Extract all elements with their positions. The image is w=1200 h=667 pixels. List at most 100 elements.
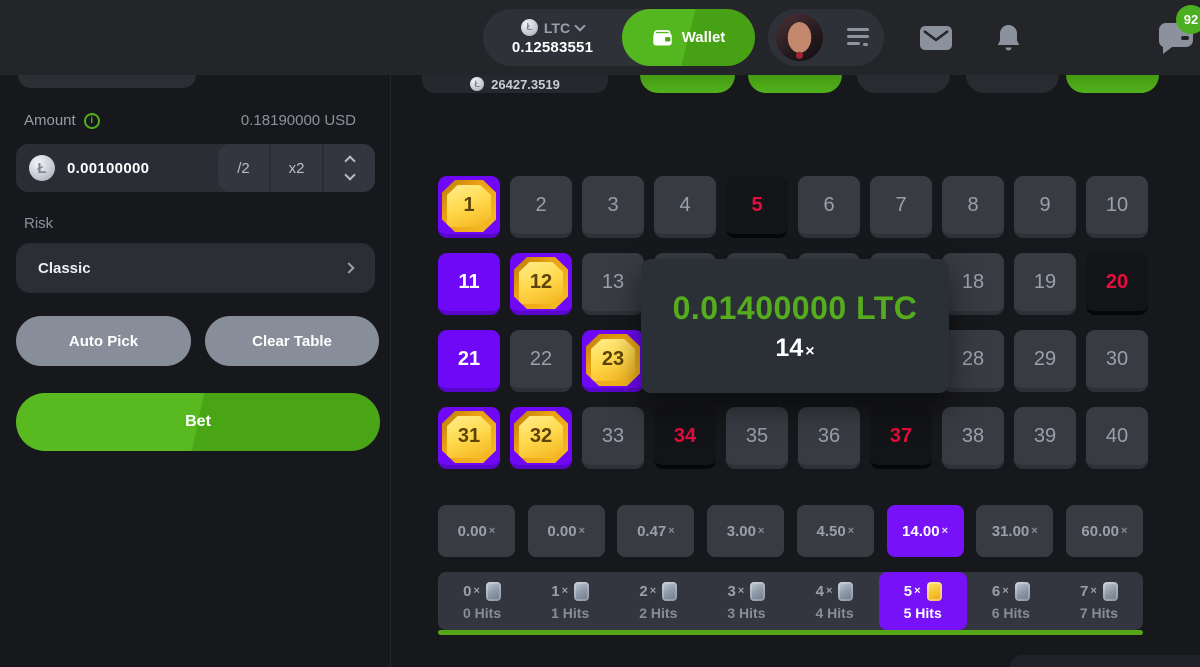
- keno-tile-1[interactable]: 1: [438, 176, 500, 238]
- gold-gem-icon: [586, 334, 640, 386]
- keno-tile-22[interactable]: 22: [510, 330, 572, 392]
- gold-gem-icon: [926, 581, 942, 601]
- win-multiplier: 14 ×: [775, 333, 815, 362]
- risk-value: Classic: [38, 259, 91, 277]
- top-partial-button-2[interactable]: [748, 75, 842, 93]
- currency-selector[interactable]: LTC 0.12583551: [483, 9, 622, 66]
- keno-tile-33[interactable]: 33: [582, 407, 644, 469]
- keno-tile-19[interactable]: 19: [1014, 253, 1076, 315]
- currency-wallet-group: LTC 0.12583551 Wallet: [483, 9, 755, 66]
- keno-tile-10[interactable]: 10: [1086, 176, 1148, 238]
- payout-cell-6: 31.00 ×: [976, 505, 1054, 557]
- risk-label: Risk: [24, 215, 54, 232]
- keno-tile-7[interactable]: 7: [870, 176, 932, 238]
- hits-cell-4: 4 × 4 Hits: [791, 572, 879, 630]
- hits-count-row: 3 ×: [728, 581, 766, 601]
- keno-tile-30[interactable]: 30: [1086, 330, 1148, 392]
- top-partial-button-1[interactable]: [640, 75, 735, 93]
- mail-icon[interactable]: [920, 25, 952, 50]
- keno-tile-20[interactable]: 20: [1086, 253, 1148, 315]
- hits-count-row: 6 ×: [991, 581, 1030, 601]
- keno-tile-35[interactable]: 35: [726, 407, 788, 469]
- keno-tile-11[interactable]: 11: [438, 253, 500, 315]
- hits-count: 7: [1080, 582, 1089, 600]
- keno-tile-40[interactable]: 40: [1086, 407, 1148, 469]
- hits-label: 7 Hits: [1079, 604, 1118, 621]
- keno-tile-32[interactable]: 32: [510, 407, 572, 469]
- auto-pick-button[interactable]: Auto Pick: [16, 316, 191, 366]
- hits-row: 0 × 0 Hits 1 × 1 Hits 2 × 2 Hits 3 × 3 Hits 4 × 4 Hits…: [438, 572, 1143, 630]
- keno-tile-38[interactable]: 38: [942, 407, 1004, 469]
- keno-tile-36[interactable]: 36: [798, 407, 860, 469]
- result-popup: 0.01400000 LTC 14 ×: [641, 259, 949, 393]
- hits-label: 3 Hits: [727, 604, 766, 621]
- hits-cell-2: 2 × 2 Hits: [614, 572, 702, 630]
- keno-tile-2[interactable]: 2: [510, 176, 572, 238]
- hits-cell-7: 7 × 7 Hits: [1055, 572, 1143, 630]
- amount-label: Amount: [24, 112, 76, 129]
- keno-tile-4[interactable]: 4: [654, 176, 716, 238]
- clear-table-button[interactable]: Clear Table: [205, 316, 379, 366]
- keno-tile-18[interactable]: 18: [942, 253, 1004, 315]
- progress-bar: [438, 630, 1143, 635]
- hits-count: 1: [551, 582, 560, 600]
- top-partial-button-3[interactable]: [857, 75, 950, 93]
- keno-tile-13[interactable]: 13: [582, 253, 644, 315]
- ltc-coin-icon: [470, 77, 485, 91]
- silver-gem-icon: [838, 581, 854, 601]
- times-symbol: ×: [1031, 525, 1038, 537]
- payout-cell-5: 14.00 ×: [886, 505, 964, 557]
- keno-tile-12[interactable]: 12: [510, 253, 572, 315]
- keno-tile-21[interactable]: 21: [438, 330, 500, 392]
- chevron-down-icon: [574, 19, 586, 32]
- top-partial-button-4[interactable]: [966, 75, 1059, 93]
- double-bet-button[interactable]: x2: [271, 144, 322, 192]
- amount-input[interactable]: 0.00100000 /2 x2: [16, 144, 375, 192]
- keno-tile-5[interactable]: 5: [726, 176, 788, 238]
- keno-tile-23[interactable]: 23: [582, 330, 644, 392]
- keno-tile-9[interactable]: 9: [1014, 176, 1076, 238]
- keno-tile-39[interactable]: 39: [1014, 407, 1076, 469]
- keno-tile-31[interactable]: 31: [438, 407, 500, 469]
- hits-cell-0: 0 × 0 Hits: [438, 572, 526, 630]
- times-symbol: ×: [561, 585, 569, 597]
- silver-gem-icon: [1014, 581, 1030, 601]
- half-bet-button[interactable]: /2: [218, 144, 269, 192]
- bet-button[interactable]: Bet: [16, 393, 380, 451]
- amount-stepper[interactable]: [324, 144, 375, 192]
- ltc-coin-icon: [29, 155, 55, 181]
- menu-icon[interactable]: [847, 28, 869, 46]
- keno-tile-3[interactable]: 3: [582, 176, 644, 238]
- risk-select[interactable]: Classic: [16, 243, 375, 293]
- wallet-icon: [653, 29, 672, 45]
- bell-icon[interactable]: [996, 24, 1021, 52]
- hits-count: 6: [991, 582, 1001, 600]
- gold-gem-icon: [514, 257, 568, 309]
- top-partial-button-5[interactable]: [1066, 75, 1159, 93]
- hits-count-row: 7 ×: [1080, 581, 1118, 601]
- top-bar: LTC 0.12583551 Wallet 92: [0, 0, 1200, 75]
- wallet-button[interactable]: Wallet: [622, 9, 755, 66]
- payout-cell-7: 60.00 ×: [1065, 505, 1143, 557]
- hits-count: 4: [815, 582, 825, 600]
- hits-label: 2 Hits: [639, 604, 678, 621]
- keno-tile-8[interactable]: 8: [942, 176, 1004, 238]
- times-symbol: ×: [914, 585, 921, 597]
- hits-count-row: 5 ×: [904, 581, 942, 601]
- hits-count: 0: [463, 582, 472, 600]
- payout-value: 0.47: [637, 522, 667, 540]
- keno-tile-37[interactable]: 37: [870, 407, 932, 469]
- payout-row: 0.00 × 0.00 × 0.47 × 3.00 × 4.50 × 14.00 × 31.00 × 60.…: [438, 505, 1143, 557]
- tile-number: 12: [529, 270, 553, 293]
- keno-tile-28[interactable]: 28: [942, 330, 1004, 392]
- keno-tile-29[interactable]: 29: [1014, 330, 1076, 392]
- times-symbol: ×: [757, 525, 765, 537]
- silver-gem-icon: [485, 581, 501, 601]
- info-icon[interactable]: i: [83, 112, 100, 129]
- payout-cell-0: 0.00 ×: [438, 505, 515, 557]
- chevron-up-icon: [343, 155, 356, 167]
- keno-tile-34[interactable]: 34: [654, 407, 716, 469]
- partial-top-button[interactable]: [18, 75, 196, 88]
- keno-tile-6[interactable]: 6: [798, 176, 860, 238]
- avatar[interactable]: [776, 14, 823, 61]
